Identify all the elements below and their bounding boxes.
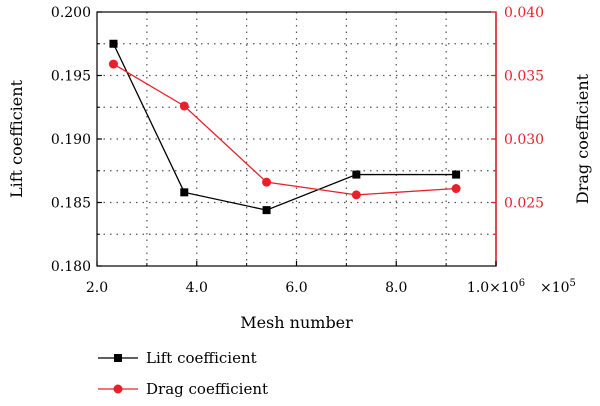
legend-label-lift: Lift coefficient (146, 349, 257, 367)
x-tick-label: 1.0×106 (467, 278, 525, 296)
x-tick-label: 8.0 (385, 280, 407, 296)
y-left-tick-label: 0.185 (51, 196, 91, 212)
x-tick-label: 2.0 (86, 280, 108, 296)
legend-item-drag: Drag coefficient (98, 380, 268, 398)
data-point-drag (108, 59, 118, 69)
y-axis-right-title: Drag coefficient (573, 73, 592, 204)
legend-marker-lift (114, 354, 122, 362)
series-line-drag (113, 63, 457, 196)
y-left-tick-label: 0.200 (51, 5, 91, 21)
legend-label-drag: Drag coefficient (146, 380, 268, 398)
data-point-lift (180, 188, 189, 197)
x-axis-multiplier: ×105 (540, 278, 576, 296)
data-point-lift (352, 170, 361, 179)
x-axis-title: Mesh number (240, 313, 353, 332)
data-point-drag (351, 190, 361, 200)
plot-series (108, 39, 461, 215)
data-point-lift (262, 206, 271, 215)
y-left-tick-label: 0.190 (51, 132, 91, 148)
data-point-lift (452, 170, 461, 179)
legend-item-lift: Lift coefficient (98, 349, 257, 367)
x-tick-label: 4.0 (186, 280, 208, 296)
y-left-tick-label: 0.195 (51, 69, 91, 85)
legend: Lift coefficient Drag coefficient (98, 349, 268, 398)
y-right-tick-label: 0.030 (504, 132, 544, 148)
y-right-tick-label: 0.025 (504, 196, 544, 212)
data-point-lift (109, 39, 118, 48)
axis-ticks: 2.0 4.0 6.0 8.0 1.0×106 0.180 0.185 0.190 0.195 0… (51, 5, 544, 296)
y-right-tick-label: 0.035 (504, 69, 544, 85)
x-tick-label-exponent: 6 (519, 278, 525, 289)
legend-marker-drag (113, 384, 123, 394)
y-axis-left-title: Lift coefficient (7, 79, 26, 198)
data-point-drag (262, 177, 272, 187)
data-point-drag (451, 184, 461, 194)
y-right-tick-label: 0.040 (504, 5, 544, 21)
x-tick-label: 6.0 (285, 280, 307, 296)
grid (97, 12, 496, 266)
y-left-tick-label: 0.180 (51, 259, 91, 275)
data-point-drag (179, 101, 189, 111)
